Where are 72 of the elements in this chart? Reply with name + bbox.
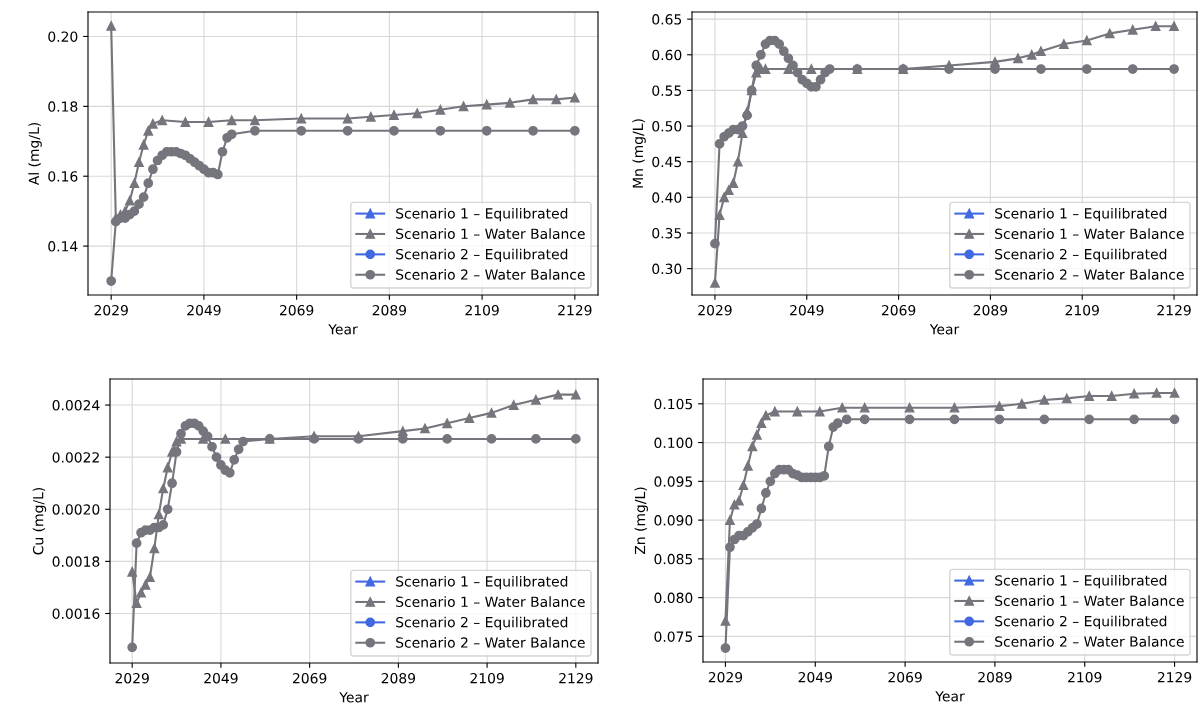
legend-label: Scenario 1 – Equilibrated — [396, 207, 568, 222]
y-tick-label: 0.30 — [652, 263, 682, 275]
legend-label: Scenario 2 – Water Balance — [396, 637, 585, 648]
legend-label: Scenario 2 – Equilibrated — [396, 248, 568, 263]
legend-label: Scenario 1 – Equilibrated — [396, 575, 568, 590]
y-tick-label: 0.40 — [652, 192, 682, 203]
x-axis-title: Year — [328, 324, 358, 335]
y-tick-label: 0.0024 — [52, 400, 100, 411]
x-tick-label: 2129 — [1157, 671, 1192, 683]
y-axis-title: Mn (mg/L) — [632, 119, 646, 188]
y-tick-label: 0.090 — [654, 515, 693, 526]
x-tick-label: 2129 — [559, 672, 593, 684]
y-tick-label: 0.085 — [654, 553, 693, 565]
x-tick-label: 2069 — [292, 672, 327, 684]
x-tick-label: 2109 — [1065, 304, 1099, 316]
legend-label: Scenario 1 – Water Balance — [396, 596, 585, 608]
y-axis-title: Cu (mg/L) — [32, 487, 47, 555]
legend-label: Scenario 2 – Equilibrated — [995, 615, 1167, 630]
y-tick-label: 0.0020 — [52, 504, 100, 515]
x-axis-title: Year — [339, 692, 369, 703]
y-tick-label: 0.55 — [652, 85, 682, 96]
x-tick-label: 2049 — [204, 672, 238, 684]
legend-label: Scenario 2 – Equilibrated — [995, 248, 1167, 263]
x-tick-label: 2029 — [94, 304, 128, 316]
legend-label: Scenario 2 – Water Balance — [995, 269, 1184, 280]
legend-label: Scenario 1 – Water Balance — [396, 228, 585, 240]
x-tick-label: 2109 — [465, 304, 499, 316]
x-tick-label: 2109 — [470, 672, 504, 684]
legend-label: Scenario 1 – Equilibrated — [995, 207, 1167, 222]
legend-label: Scenario 2 – Water Balance — [396, 269, 585, 280]
x-tick-label: 2069 — [888, 671, 922, 683]
x-axis-title: Year — [929, 324, 960, 335]
y-tick-label: 0.50 — [652, 121, 682, 132]
y-axis-title: Zn (mg/L) — [634, 487, 648, 555]
x-tick-label: 2089 — [978, 671, 1012, 683]
x-tick-label: 2049 — [790, 304, 824, 316]
y-tick-label: 0.35 — [652, 227, 682, 239]
x-tick-label: 2049 — [187, 304, 221, 316]
y-tick-label: 0.095 — [654, 476, 693, 487]
y-axis-title: Al (mg/L) — [28, 123, 42, 186]
x-tick-label: 2029 — [115, 672, 149, 684]
y-tick-label: 0.100 — [654, 437, 693, 449]
y-tick-label: 0.075 — [654, 631, 693, 642]
y-tick-label: 0.60 — [652, 49, 682, 61]
legend-label: Scenario 2 – Water Balance — [995, 636, 1184, 647]
x-tick-label: 2069 — [279, 304, 314, 316]
y-tick-label: 0.18 — [48, 101, 78, 112]
y-tick-label: 0.45 — [652, 156, 682, 168]
y-tick-label: 0.0022 — [52, 452, 99, 463]
x-tick-label: 2029 — [698, 304, 732, 316]
y-tick-label: 0.0016 — [52, 608, 100, 619]
legend-label: Scenario 1 – Equilibrated — [995, 574, 1167, 589]
x-tick-label: 2089 — [381, 672, 416, 684]
y-tick-label: 0.65 — [652, 14, 682, 25]
x-tick-label: 2129 — [1157, 304, 1191, 316]
y-tick-label: 0.105 — [654, 398, 693, 410]
x-tick-label: 2089 — [372, 304, 407, 316]
x-tick-label: 2109 — [1068, 671, 1102, 683]
y-tick-label: 0.14 — [48, 241, 78, 252]
y-tick-label: 0.0018 — [52, 556, 100, 567]
x-tick-label: 2129 — [558, 304, 592, 316]
legend-label: Scenario 1 – Water Balance — [995, 228, 1184, 240]
y-tick-label: 0.16 — [48, 171, 78, 182]
x-axis-title: Year — [935, 691, 965, 702]
legend-label: Scenario 1 – Water Balance — [995, 595, 1184, 607]
x-tick-label: 2049 — [798, 671, 832, 683]
x-tick-label: 2029 — [708, 671, 743, 683]
y-tick-label: 0.20 — [48, 31, 78, 42]
legend-label: Scenario 2 – Equilibrated — [396, 616, 568, 631]
y-tick-label: 0.080 — [654, 592, 693, 604]
x-tick-label: 2089 — [973, 304, 1008, 316]
x-tick-label: 2069 — [881, 304, 916, 316]
